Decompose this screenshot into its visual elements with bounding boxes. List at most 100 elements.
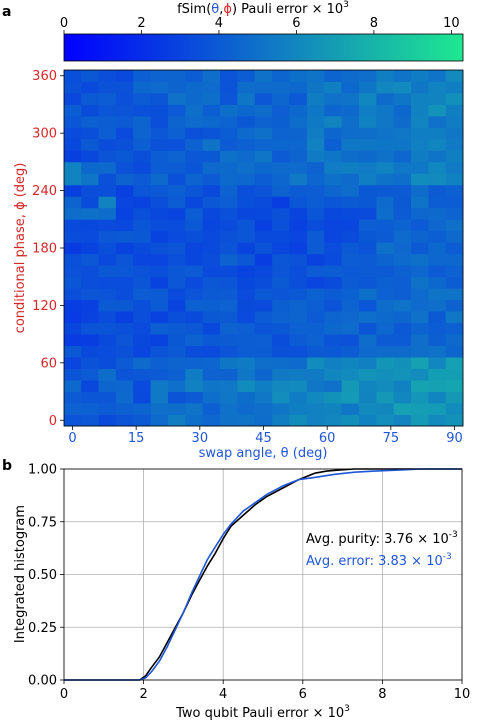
heatmap-cell [341,242,360,255]
heatmap-cell [220,230,238,243]
heatmap-cell [81,357,99,369]
heatmap-cell [167,207,186,220]
heatmap-cell [220,184,238,197]
heatmap-cell [220,391,238,404]
heatmap-cell [254,265,273,278]
heatmap-cell [133,288,152,301]
heatmap-cell [167,414,186,427]
heatmap-cell [81,276,99,289]
heatmap-cell [98,403,117,415]
heatmap-cell [98,173,117,186]
heatmap-cell [150,81,169,94]
heatmap-cell [64,253,82,266]
heatmap-cell [358,138,377,151]
heatmap-cell [341,368,360,381]
heatmap-cell [254,230,273,243]
heatmap-cell [289,230,308,243]
heatmap-cell [289,345,308,358]
heatmap-cell [133,219,152,232]
heatmap-cell [411,311,429,324]
heatmap-cell [202,161,221,174]
heatmap-cell [393,299,412,312]
heatmap-cell [150,242,169,255]
cdf-x-tick-label: 2 [139,687,147,702]
heatmap-cell [324,414,342,427]
heatmap-cell [167,276,186,289]
heatmap-cell [445,138,464,151]
heatmap-cell [202,357,221,369]
heatmap-cell [150,368,169,381]
cdf-series [64,468,462,681]
heatmap-cell [393,403,412,415]
heatmap-cell [202,391,221,404]
heatmap-cell [358,345,377,358]
heatmap-cell [428,345,447,358]
heatmap-cell [358,276,377,289]
heatmap-cell [428,138,447,151]
annotation-avg-purity: Avg. purity: 3.76 × 10-3 [306,530,458,547]
heatmap-cell [393,127,412,140]
heatmap-cell [376,380,395,392]
heatmap-cell [64,299,82,312]
heatmap-x-tick-label: 90 [446,431,463,446]
heatmap-cell [272,196,290,209]
heatmap-cell [81,380,99,392]
heatmap-cell [185,70,204,82]
heatmap-cell [428,242,447,255]
heatmap-cell [133,161,152,174]
cdf-x-tick-label: 8 [378,687,386,702]
heatmap-cell [358,380,377,392]
heatmap-cell [202,334,221,347]
heatmap-cell [254,357,273,369]
colorbar-tick-label: 6 [292,16,300,31]
heatmap-cell [411,184,429,197]
cdf-grid [63,468,463,681]
heatmap-cell [64,288,82,301]
heatmap-cell [98,265,117,278]
heatmap-cell [150,196,169,209]
heatmap-cell [272,230,290,243]
panel-b-label: b [2,458,12,474]
heatmap-cell [445,322,464,335]
heatmap-cell [272,311,290,324]
cdf-y-axis-label: Integrated histogram [13,505,28,643]
heatmap-cell [115,115,134,128]
heatmap-cell [341,150,360,163]
heatmap-cell [358,173,377,186]
heatmap-cell [220,81,238,94]
heatmap-cell [167,357,186,369]
heatmap-cell [358,391,377,404]
heatmap-cell [81,173,99,186]
heatmap-cell [411,81,429,94]
heatmap-cell [150,127,169,140]
heatmap-cell [150,173,169,186]
heatmap-cell [428,104,447,117]
heatmap-cell [98,253,117,266]
heatmap-cell [98,115,117,128]
heatmap-cell [376,368,395,381]
heatmap-cell [115,104,134,117]
heatmap-cell [167,104,186,117]
heatmap-cell [167,161,186,174]
heatmap-cell [428,311,447,324]
heatmap-cell [64,276,82,289]
heatmap-cell [133,81,152,94]
heatmap-cell [393,357,412,369]
heatmap-cell [341,184,360,197]
heatmap-cell [133,184,152,197]
heatmap-cell [289,403,308,415]
heatmap-cell [341,403,360,415]
heatmap-cell [220,334,238,347]
heatmap-cell [254,92,273,105]
colorbar-tick-labels: 0 2 4 6 8 10 [60,16,460,34]
heatmap-cell [64,368,82,381]
heatmap-cell [393,368,412,381]
heatmap-cell [98,345,117,358]
heatmap-cell [428,219,447,232]
heatmap-cell [64,196,82,209]
heatmap-cell [167,368,186,381]
heatmap-cell [358,253,377,266]
heatmap-cell [150,207,169,220]
heatmap-cell [115,299,134,312]
heatmap-cell [185,380,204,392]
